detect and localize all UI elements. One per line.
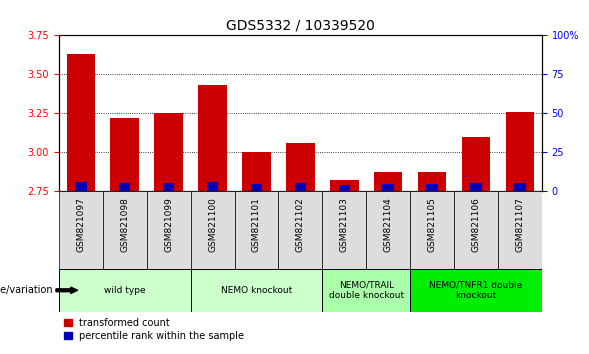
Bar [462,137,490,191]
Text: GSM821098: GSM821098 [120,198,129,252]
Text: GSM821097: GSM821097 [77,198,85,252]
Bar [147,191,191,269]
Text: NEMO/TNFR1 double
knockout: NEMO/TNFR1 double knockout [429,281,522,300]
Text: genotype/variation: genotype/variation [0,285,53,295]
Bar [514,183,525,191]
Bar [294,183,306,191]
Bar [330,180,359,191]
Text: GSM821104: GSM821104 [383,198,393,252]
Text: GSM821102: GSM821102 [296,198,305,252]
Bar [382,184,394,191]
Bar [454,191,498,269]
Bar [498,191,542,269]
Bar [154,113,183,191]
Bar [426,184,438,191]
Legend: transformed count, percentile rank within the sample: transformed count, percentile rank withi… [64,318,244,341]
Bar [322,269,410,312]
Text: GSM821101: GSM821101 [252,198,261,252]
Bar [418,172,446,191]
Bar [191,191,234,269]
Bar [191,269,322,312]
Bar [163,183,174,191]
Text: wild type: wild type [104,286,145,295]
Bar [366,191,410,269]
Text: GSM821105: GSM821105 [428,198,436,252]
Bar [410,191,454,269]
Bar [506,112,534,191]
Bar [470,183,482,191]
Bar [103,191,147,269]
Text: NEMO knockout: NEMO knockout [221,286,292,295]
Bar [207,182,219,191]
Bar [322,191,366,269]
Text: GSM821106: GSM821106 [472,198,481,252]
Text: GSM821100: GSM821100 [208,198,217,252]
Bar [59,269,191,312]
Text: GSM821107: GSM821107 [515,198,524,252]
Bar [119,183,131,191]
Text: NEMO/TRAIL
double knockout: NEMO/TRAIL double knockout [329,281,404,300]
Bar [198,85,227,191]
Bar [374,172,402,191]
Bar [410,269,542,312]
Bar [251,184,262,191]
Text: GSM821103: GSM821103 [340,198,349,252]
Bar [242,152,271,191]
Text: GSM821099: GSM821099 [164,198,173,252]
Bar [339,185,350,191]
Bar [75,182,87,191]
Title: GDS5332 / 10339520: GDS5332 / 10339520 [226,19,375,33]
Bar [59,191,103,269]
Bar [279,191,322,269]
Bar [234,191,279,269]
Bar [111,118,139,191]
Bar [67,54,95,191]
Bar [286,143,315,191]
